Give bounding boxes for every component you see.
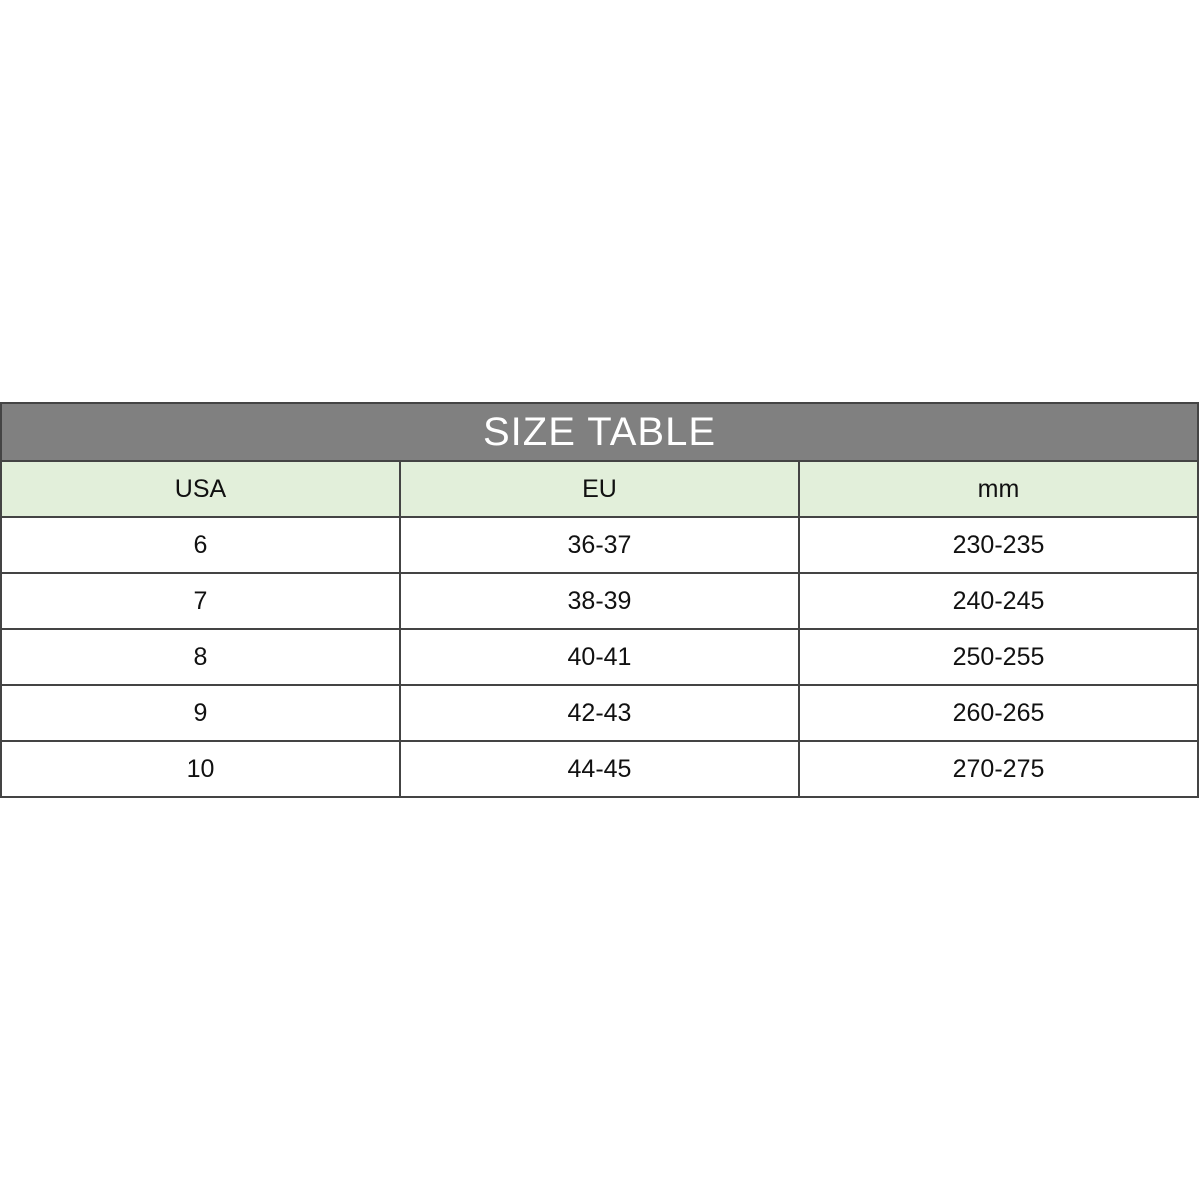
table-row: 7 38-39 240-245	[0, 572, 1199, 630]
cell-usa: 7	[0, 572, 401, 630]
cell-usa: 8	[0, 628, 401, 686]
size-table: SIZE TABLE USA EU mm 6 36-37 230-235 7 3…	[0, 402, 1199, 798]
cell-mm: 250-255	[798, 628, 1199, 686]
cell-eu: 36-37	[399, 516, 800, 574]
table-row: 8 40-41 250-255	[0, 628, 1199, 686]
table-row: 10 44-45 270-275	[0, 740, 1199, 798]
cell-usa: 10	[0, 740, 401, 798]
table-row: 6 36-37 230-235	[0, 516, 1199, 574]
header-usa: USA	[0, 460, 401, 518]
cell-eu: 40-41	[399, 628, 800, 686]
cell-mm: 260-265	[798, 684, 1199, 742]
table-row: 9 42-43 260-265	[0, 684, 1199, 742]
cell-mm: 230-235	[798, 516, 1199, 574]
table-title: SIZE TABLE	[0, 402, 1199, 462]
cell-mm: 270-275	[798, 740, 1199, 798]
cell-usa: 9	[0, 684, 401, 742]
header-mm: mm	[798, 460, 1199, 518]
cell-eu: 42-43	[399, 684, 800, 742]
header-eu: EU	[399, 460, 800, 518]
cell-eu: 38-39	[399, 572, 800, 630]
cell-mm: 240-245	[798, 572, 1199, 630]
cell-usa: 6	[0, 516, 401, 574]
cell-eu: 44-45	[399, 740, 800, 798]
header-row: USA EU mm	[0, 460, 1199, 518]
